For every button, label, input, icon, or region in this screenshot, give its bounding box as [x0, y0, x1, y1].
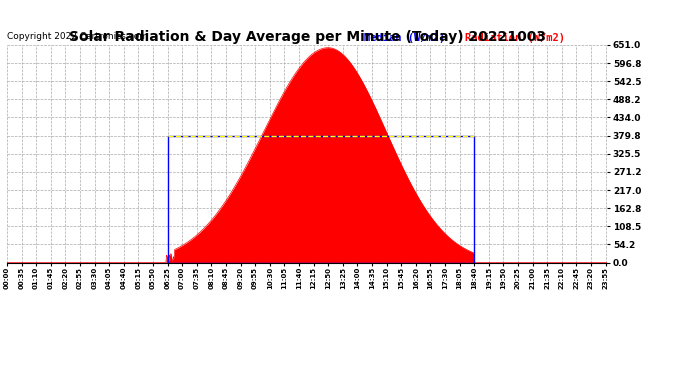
Text: Radiation (W/m2): Radiation (W/m2) — [465, 33, 565, 43]
Text: Copyright 2022 Cartronics.com: Copyright 2022 Cartronics.com — [7, 32, 148, 41]
Text: Median (W/m2): Median (W/m2) — [364, 33, 445, 43]
Title: Solar Radiation & Day Average per Minute (Today) 20221003: Solar Radiation & Day Average per Minute… — [68, 30, 546, 44]
Bar — [168, 136, 474, 262]
